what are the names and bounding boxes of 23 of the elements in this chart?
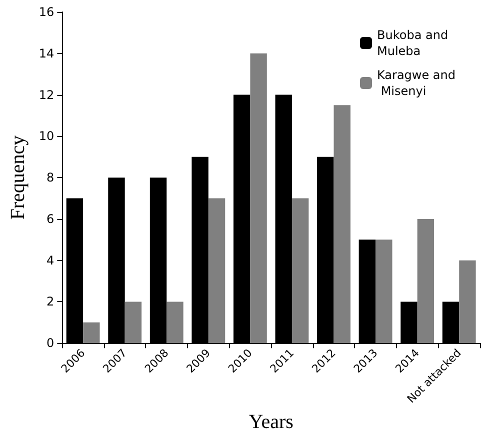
y-tick-label: 2 bbox=[46, 294, 54, 309]
bar bbox=[292, 198, 309, 344]
legend-label: Karagwe and Misenyi bbox=[377, 68, 456, 98]
bar bbox=[334, 105, 350, 344]
bar bbox=[124, 302, 142, 344]
y-tick-label: 0 bbox=[46, 336, 54, 350]
y-tick-label: 4 bbox=[46, 253, 54, 268]
bar bbox=[376, 240, 392, 344]
legend-label: Bukoba and Muleba bbox=[377, 28, 452, 58]
bar bbox=[166, 302, 184, 344]
y-axis-title: Frequency bbox=[7, 135, 29, 220]
bar bbox=[417, 218, 434, 344]
bar bbox=[83, 322, 100, 344]
y-tick-label: 6 bbox=[46, 212, 54, 226]
y-tick-label: 8 bbox=[46, 170, 54, 185]
x-axis-title: Years bbox=[248, 411, 294, 433]
y-tick-label: 10 bbox=[38, 129, 54, 144]
bar bbox=[208, 198, 226, 344]
y-tick-label: 14 bbox=[38, 46, 54, 60]
y-tick-label: 16 bbox=[38, 5, 54, 19]
y-tick-label: 12 bbox=[38, 88, 54, 102]
bar bbox=[250, 53, 267, 344]
bar bbox=[459, 260, 476, 344]
